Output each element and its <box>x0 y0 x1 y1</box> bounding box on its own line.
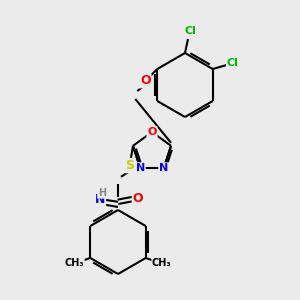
Text: Cl: Cl <box>184 26 196 36</box>
Text: O: O <box>140 74 151 88</box>
Text: Cl: Cl <box>227 58 239 68</box>
Text: S: S <box>125 159 134 172</box>
Text: O: O <box>147 127 157 137</box>
Text: N: N <box>159 163 168 173</box>
Text: CH₃: CH₃ <box>152 258 172 268</box>
Text: CH₃: CH₃ <box>64 258 84 268</box>
Text: O: O <box>133 192 143 205</box>
Text: N: N <box>136 163 145 173</box>
Text: H: H <box>98 188 106 198</box>
Text: N: N <box>95 193 105 206</box>
